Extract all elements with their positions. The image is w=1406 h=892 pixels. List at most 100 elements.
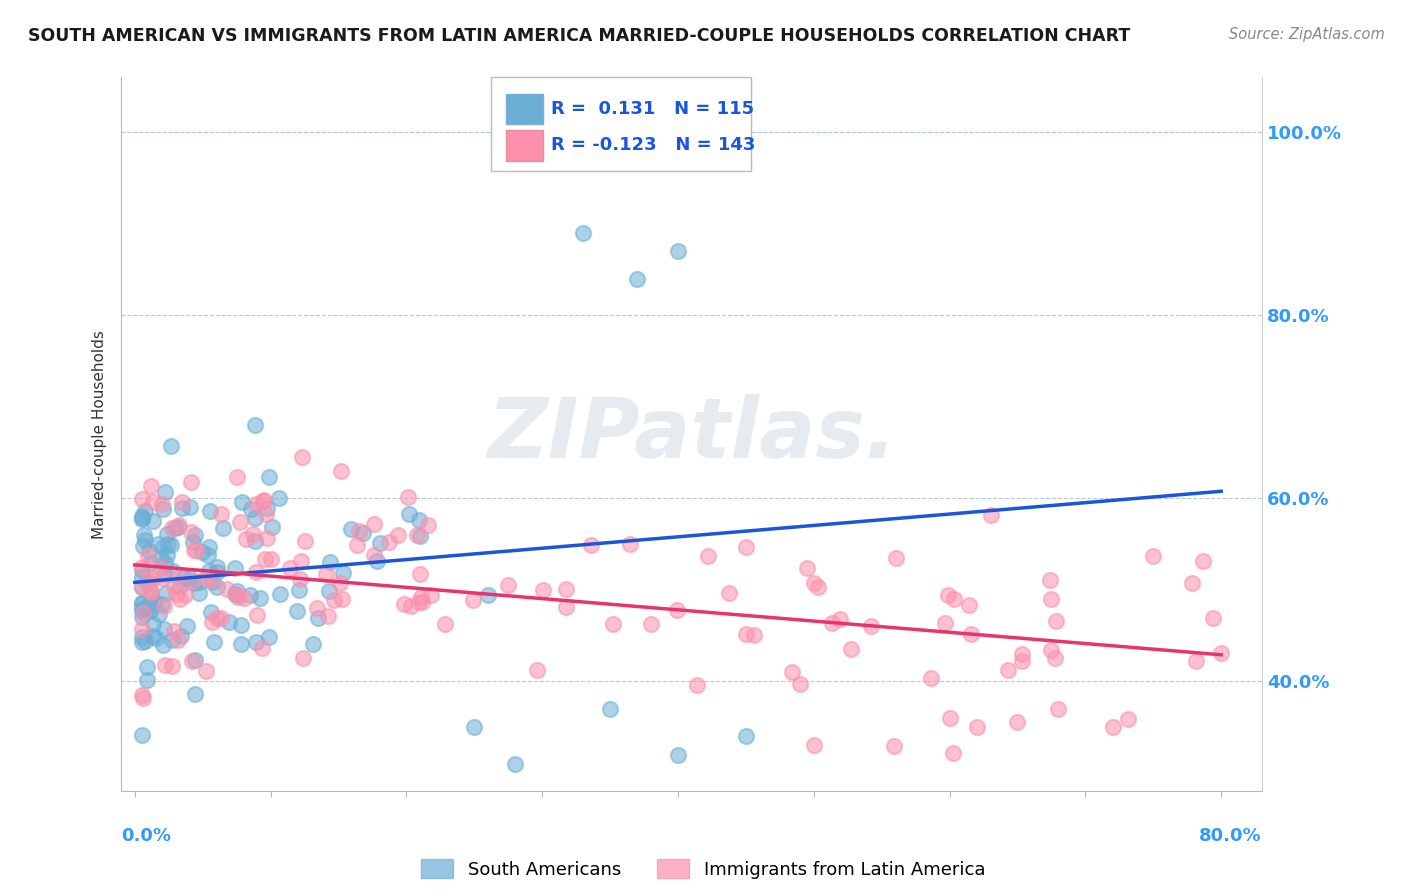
Point	[408, 513, 430, 527]
Point	[198, 504, 221, 518]
Point	[696, 549, 718, 564]
Point	[278, 561, 301, 575]
Point	[225, 583, 247, 598]
Point	[1007, 715, 1029, 730]
Point	[1047, 702, 1070, 716]
Point	[205, 560, 228, 574]
Point	[477, 588, 499, 602]
Point	[181, 654, 204, 668]
Point	[318, 584, 340, 599]
Point	[285, 604, 308, 618]
Point	[167, 633, 190, 648]
Point	[153, 622, 176, 636]
Point	[256, 531, 278, 545]
Point	[409, 590, 432, 604]
Point	[217, 582, 239, 596]
Point	[957, 599, 980, 613]
Point	[291, 450, 314, 464]
Point	[288, 572, 311, 586]
Point	[136, 660, 159, 674]
Point	[305, 600, 328, 615]
Point	[347, 524, 370, 538]
Point	[131, 728, 153, 742]
Point	[319, 555, 342, 569]
Text: ZIPatlas.: ZIPatlas.	[486, 393, 896, 475]
Point	[136, 548, 159, 562]
Point	[269, 587, 291, 601]
Point	[131, 688, 153, 702]
Point	[503, 756, 526, 771]
Point	[142, 572, 165, 586]
Point	[1011, 654, 1033, 668]
Point	[290, 554, 312, 568]
Point	[980, 508, 1002, 522]
Text: Source: ZipAtlas.com: Source: ZipAtlas.com	[1229, 27, 1385, 42]
Point	[184, 687, 207, 701]
Point	[1040, 592, 1063, 607]
Point	[966, 720, 988, 734]
Point	[307, 611, 329, 625]
Legend: South Americans, Immigrants from Latin America: South Americans, Immigrants from Latin A…	[420, 859, 986, 879]
Point	[735, 626, 758, 640]
Point	[780, 665, 803, 679]
Point	[139, 479, 162, 493]
Point	[132, 690, 155, 705]
Point	[202, 635, 225, 649]
Point	[153, 556, 176, 570]
Point	[409, 566, 432, 581]
Point	[146, 537, 169, 551]
Point	[256, 501, 278, 516]
Point	[572, 226, 595, 240]
Point	[131, 510, 153, 524]
Point	[315, 567, 337, 582]
Point	[188, 574, 211, 589]
Point	[718, 586, 741, 600]
Point	[526, 663, 548, 677]
Point	[148, 607, 170, 621]
Point	[378, 535, 401, 549]
Point	[920, 671, 942, 685]
Point	[131, 631, 153, 645]
Point	[131, 596, 153, 610]
Point	[212, 521, 235, 535]
Point	[224, 587, 246, 601]
Point	[408, 595, 430, 609]
Point	[399, 599, 422, 614]
Point	[163, 579, 186, 593]
Point	[162, 564, 184, 578]
Point	[165, 587, 187, 601]
Y-axis label: Married-couple Households: Married-couple Households	[93, 330, 107, 539]
Point	[1181, 576, 1204, 591]
Point	[232, 591, 254, 606]
Point	[138, 598, 160, 612]
Point	[152, 638, 174, 652]
Point	[734, 540, 756, 554]
Point	[131, 580, 153, 594]
Point	[243, 510, 266, 524]
Point	[179, 500, 201, 514]
Point	[943, 591, 966, 606]
Point	[997, 663, 1019, 677]
Point	[153, 599, 176, 613]
Point	[934, 616, 956, 631]
Point	[142, 495, 165, 509]
Point	[602, 617, 624, 632]
Point	[789, 677, 811, 691]
Point	[163, 521, 186, 535]
Text: 80.0%: 80.0%	[1199, 827, 1263, 845]
Point	[330, 465, 353, 479]
Point	[231, 617, 253, 632]
Point	[231, 494, 253, 508]
Point	[150, 497, 173, 511]
Point	[859, 619, 882, 633]
Point	[554, 599, 576, 614]
Text: R =  0.131   N = 115: R = 0.131 N = 115	[551, 100, 754, 118]
Point	[226, 590, 249, 604]
Point	[155, 586, 177, 600]
Point	[131, 635, 153, 649]
Point	[195, 664, 218, 678]
Point	[259, 630, 281, 644]
Text: R = -0.123   N = 143: R = -0.123 N = 143	[551, 136, 755, 154]
Point	[260, 552, 283, 566]
Point	[205, 611, 228, 625]
